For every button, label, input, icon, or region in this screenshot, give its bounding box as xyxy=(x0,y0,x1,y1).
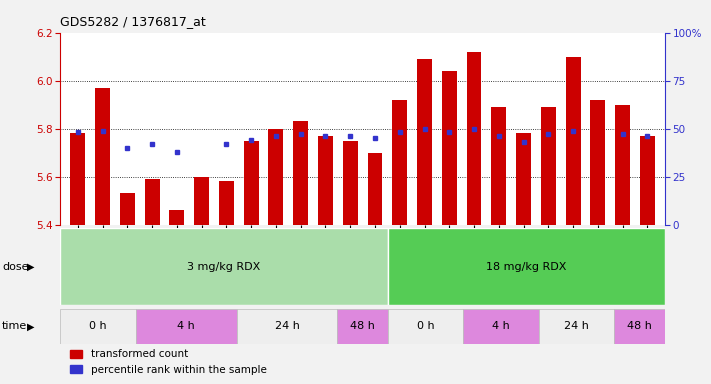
Text: dose: dose xyxy=(2,262,28,272)
Bar xyxy=(387,309,464,344)
Bar xyxy=(566,57,581,225)
Text: 4 h: 4 h xyxy=(178,321,196,331)
Text: 48 h: 48 h xyxy=(627,321,652,331)
Bar xyxy=(60,309,136,344)
Bar xyxy=(640,136,655,225)
Text: GDS5282 / 1376817_at: GDS5282 / 1376817_at xyxy=(60,15,206,28)
Bar xyxy=(442,71,456,225)
Bar xyxy=(392,100,407,225)
Bar xyxy=(269,129,284,225)
Bar xyxy=(590,100,605,225)
Text: 3 mg/kg RDX: 3 mg/kg RDX xyxy=(188,262,261,272)
Bar xyxy=(466,52,481,225)
Bar xyxy=(194,177,209,225)
Bar xyxy=(516,134,531,225)
Bar xyxy=(95,88,110,225)
Bar xyxy=(237,309,338,344)
Text: 48 h: 48 h xyxy=(351,321,375,331)
Bar xyxy=(70,134,85,225)
Text: 24 h: 24 h xyxy=(565,321,589,331)
Text: 0 h: 0 h xyxy=(90,321,107,331)
Bar xyxy=(464,309,539,344)
Bar xyxy=(136,309,237,344)
Text: 4 h: 4 h xyxy=(492,321,510,331)
Text: ▶: ▶ xyxy=(27,321,35,331)
Bar xyxy=(368,153,383,225)
Legend: transformed count, percentile rank within the sample: transformed count, percentile rank withi… xyxy=(65,345,271,379)
Bar xyxy=(539,309,614,344)
Text: 24 h: 24 h xyxy=(274,321,299,331)
Text: 18 mg/kg RDX: 18 mg/kg RDX xyxy=(486,262,567,272)
Bar xyxy=(144,179,159,225)
Bar xyxy=(614,309,665,344)
Bar xyxy=(318,136,333,225)
Text: 0 h: 0 h xyxy=(417,321,434,331)
Bar xyxy=(293,121,308,225)
Text: time: time xyxy=(2,321,28,331)
Bar xyxy=(338,309,387,344)
Bar xyxy=(120,194,135,225)
Text: ▶: ▶ xyxy=(27,262,35,272)
Bar xyxy=(169,210,184,225)
Bar xyxy=(541,107,556,225)
Bar xyxy=(491,107,506,225)
Bar xyxy=(219,182,234,225)
Bar xyxy=(343,141,358,225)
Bar xyxy=(417,59,432,225)
Bar xyxy=(60,228,387,305)
Bar xyxy=(244,141,259,225)
Bar xyxy=(387,228,665,305)
Bar xyxy=(615,105,630,225)
